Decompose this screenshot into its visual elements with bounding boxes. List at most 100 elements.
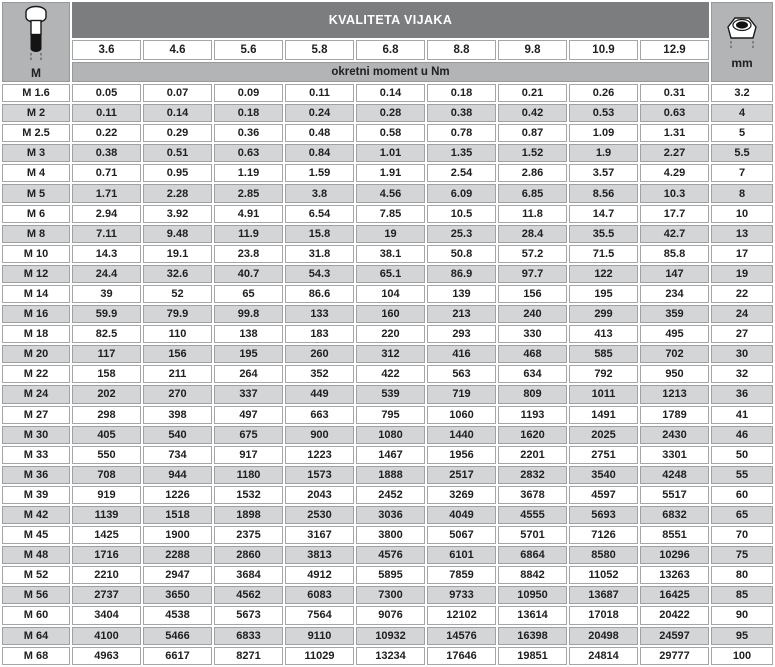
torque-value-cell: 337 xyxy=(214,385,283,404)
torque-value-cell: 1532 xyxy=(214,485,283,504)
torque-value-cell: 10.5 xyxy=(427,204,496,223)
row-label: M 5 xyxy=(2,184,70,203)
wrench-size-cell: 70 xyxy=(711,526,773,545)
grade-cell: 8.8 xyxy=(427,40,496,60)
table-row: M 10 14.3 19.1 23.8 31.8 38.1 50.8 57.2 71.5 85.8… xyxy=(2,244,773,263)
torque-value-cell: 2210 xyxy=(72,566,141,585)
wrench-size-cell: 24 xyxy=(711,305,773,324)
torque-value-cell: 416 xyxy=(427,345,496,364)
torque-value-cell: 16398 xyxy=(498,626,567,645)
torque-value-cell: 264 xyxy=(214,365,283,384)
torque-value-cell: 2.86 xyxy=(498,164,567,183)
torque-value-cell: 138 xyxy=(214,325,283,344)
torque-value-cell: 1.9 xyxy=(569,144,638,163)
table-row: M 24 202 270 337 449 539 719 809 1011 1213 36 xyxy=(2,385,773,404)
torque-value-cell: 32.6 xyxy=(143,264,212,283)
torque-value-cell: 495 xyxy=(640,325,709,344)
wrench-size-cell: 32 xyxy=(711,365,773,384)
torque-value-cell: 0.24 xyxy=(285,104,354,123)
torque-value-cell: 1425 xyxy=(72,526,141,545)
wrench-size-cell: 19 xyxy=(711,264,773,283)
torque-value-cell: 2517 xyxy=(427,465,496,484)
torque-value-cell: 3540 xyxy=(569,465,638,484)
nut-icon xyxy=(722,15,762,54)
wrench-size-cell: 17 xyxy=(711,244,773,263)
torque-value-cell: 2430 xyxy=(640,425,709,444)
table-row: M 2 0.11 0.14 0.18 0.24 0.28 0.38 0.42 0.53 0.63 4 xyxy=(2,104,773,123)
torque-value-cell: 0.14 xyxy=(143,104,212,123)
torque-value-cell: 147 xyxy=(640,264,709,283)
torque-value-cell: 1080 xyxy=(356,425,425,444)
torque-value-cell: 31.8 xyxy=(285,244,354,263)
torque-value-cell: 24597 xyxy=(640,626,709,645)
torque-value-cell: 0.51 xyxy=(143,144,212,163)
table-subtitle: okretni moment u Nm xyxy=(72,62,709,82)
wrench-size-cell: 75 xyxy=(711,546,773,565)
table-title: KVALITETA VIJAKA xyxy=(72,2,709,38)
torque-value-cell: 57.2 xyxy=(498,244,567,263)
torque-value-cell: 4963 xyxy=(72,646,141,665)
torque-value-cell: 6101 xyxy=(427,546,496,565)
wrench-size-cell: 3.2 xyxy=(711,84,773,103)
torque-value-cell: 7859 xyxy=(427,566,496,585)
torque-value-cell: 11052 xyxy=(569,566,638,585)
torque-value-cell: 17018 xyxy=(569,606,638,625)
torque-value-cell: 585 xyxy=(569,345,638,364)
torque-value-cell: 156 xyxy=(498,284,567,304)
torque-value-cell: 4.91 xyxy=(214,204,283,223)
torque-value-cell: 4049 xyxy=(427,505,496,525)
row-label: M 1.6 xyxy=(2,84,70,103)
torque-value-cell: 28.4 xyxy=(498,224,567,243)
torque-value-cell: 65.1 xyxy=(356,264,425,283)
m-column-label: M xyxy=(31,65,41,80)
torque-value-cell: 211 xyxy=(143,365,212,384)
torque-value-cell: 8271 xyxy=(214,646,283,665)
table-row: M 33 550 734 917 1223 1467 1956 2201 2751 3301 50 xyxy=(2,445,773,464)
torque-value-cell: 0.78 xyxy=(427,124,496,143)
table-body: M 1.6 0.05 0.07 0.09 0.11 0.14 0.18 0.21 0.26 0.3… xyxy=(2,84,773,665)
torque-value-cell: 0.11 xyxy=(72,104,141,123)
torque-value-cell: 330 xyxy=(498,325,567,344)
torque-value-cell: 0.36 xyxy=(214,124,283,143)
torque-value-cell: 3.92 xyxy=(143,204,212,223)
torque-value-cell: 675 xyxy=(214,425,283,444)
torque-value-cell: 7.85 xyxy=(356,204,425,223)
torque-value-cell: 122 xyxy=(569,264,638,283)
torque-value-cell: 497 xyxy=(214,405,283,424)
torque-value-cell: 85.8 xyxy=(640,244,709,263)
torque-value-cell: 2043 xyxy=(285,485,354,504)
row-label: M 2.5 xyxy=(2,124,70,143)
torque-value-cell: 13687 xyxy=(569,586,638,605)
bolt-icon xyxy=(19,5,53,64)
torque-value-cell: 563 xyxy=(427,365,496,384)
torque-value-cell: 4597 xyxy=(569,485,638,504)
torque-value-cell: 20422 xyxy=(640,606,709,625)
torque-value-cell: 86.6 xyxy=(285,284,354,304)
torque-value-cell: 2860 xyxy=(214,546,283,565)
grade-cell: 4.6 xyxy=(143,40,212,60)
torque-value-cell: 0.71 xyxy=(72,164,141,183)
torque-value-cell: 540 xyxy=(143,425,212,444)
torque-value-cell: 2.94 xyxy=(72,204,141,223)
wrench-size-cell: 50 xyxy=(711,445,773,464)
wrench-size-cell: 27 xyxy=(711,325,773,344)
table-row: M 45 1425 1900 2375 3167 3800 5067 5701 7126 8551… xyxy=(2,526,773,545)
torque-value-cell: 59.9 xyxy=(72,305,141,324)
torque-value-cell: 3.57 xyxy=(569,164,638,183)
torque-value-cell: 11.8 xyxy=(498,204,567,223)
torque-value-cell: 792 xyxy=(569,365,638,384)
torque-value-cell: 1193 xyxy=(498,405,567,424)
torque-value-cell: 0.28 xyxy=(356,104,425,123)
torque-value-cell: 1716 xyxy=(72,546,141,565)
table-row: M 42 1139 1518 1898 2530 3036 4049 4555 5693 6832… xyxy=(2,505,773,525)
table-row: M 5 1.71 2.28 2.85 3.8 4.56 6.09 6.85 8.56 10.3 8 xyxy=(2,184,773,203)
torque-value-cell: 117 xyxy=(72,345,141,364)
torque-value-cell: 4.56 xyxy=(356,184,425,203)
torque-value-cell: 900 xyxy=(285,425,354,444)
torque-value-cell: 1.91 xyxy=(356,164,425,183)
torque-value-cell: 240 xyxy=(498,305,567,324)
torque-value-cell: 9076 xyxy=(356,606,425,625)
torque-value-cell: 298 xyxy=(72,405,141,424)
torque-value-cell: 1226 xyxy=(143,485,212,504)
torque-value-cell: 110 xyxy=(143,325,212,344)
